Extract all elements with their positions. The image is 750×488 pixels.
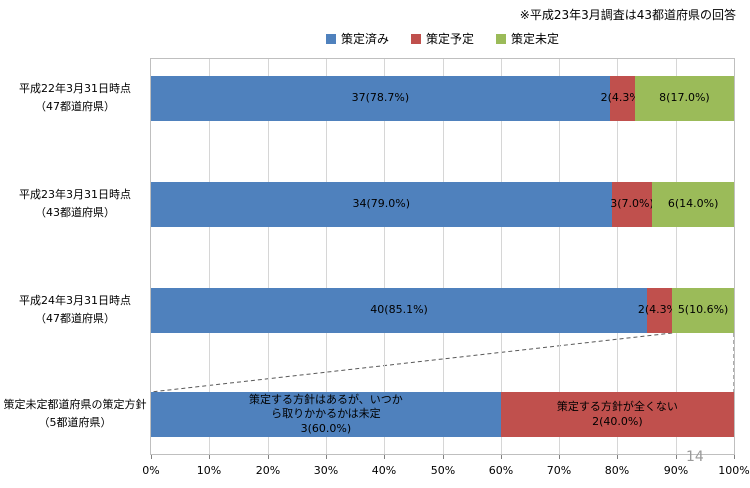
category-label-line: 策定未定都道府県の策定方針: [3, 398, 147, 412]
category-label-line: 平成23年3月31日時点: [19, 188, 131, 202]
axis-tick: [326, 455, 327, 459]
gridline: [326, 59, 327, 454]
x-axis-label: 60%: [488, 464, 514, 477]
gridline: [443, 59, 444, 454]
bar-row: 策定する方針はあるが、いつか ら取りかかるかは未定 3(60.0%) 策定する方針が全…: [151, 392, 734, 437]
category-label: 平成24年3月31日時点 （47都道府県）: [2, 287, 148, 332]
legend-item: 策定予定: [410, 30, 474, 47]
axis-tick: [559, 455, 560, 459]
axis-tick: [443, 455, 444, 459]
category-label: 平成23年3月31日時点 （43都道府県）: [2, 181, 148, 226]
bar-segment: 2(4.3%): [638, 288, 681, 333]
bar-segment: 5(10.6%): [672, 288, 734, 333]
segment-label: 37(78.7%): [351, 91, 410, 105]
axis-tick: [384, 455, 385, 459]
x-axis-label: 20%: [255, 464, 281, 477]
axis-tick: [676, 455, 677, 459]
gridline: [209, 59, 210, 454]
segment-label: 34(79.0%): [352, 197, 411, 211]
x-axis-label: 40%: [371, 464, 397, 477]
bar-segment: 40(85.1%): [151, 288, 648, 333]
segment-label: 3(7.0%): [610, 197, 654, 211]
axis-tick: [501, 455, 502, 459]
bar-segment: 3(7.0%): [610, 182, 654, 227]
page-number: 14: [686, 449, 704, 465]
bar-segment: 6(14.0%): [652, 182, 734, 227]
gridline: [268, 59, 269, 454]
legend-swatch-icon: [410, 33, 421, 44]
axis-tick: [209, 455, 210, 459]
chart-note: ※平成23年3月調査は43都道府県の回答: [519, 8, 736, 22]
category-label-line: （47都道府県）: [35, 99, 115, 113]
segment-label: 2(4.3%): [600, 91, 645, 105]
axis-tick: [151, 455, 152, 459]
x-axis-label: 50%: [430, 464, 456, 477]
bar-segment: 37(78.7%): [151, 76, 610, 121]
plot-area: 37(78.7%) 2(4.3%) 8(17.0%) 34(79.0%) 3(7.0%)…: [150, 58, 735, 455]
segment-label: 6(14.0%): [667, 197, 719, 211]
axis-tick: [734, 455, 735, 459]
bar-segment: 2(4.3%): [601, 76, 644, 121]
bar-segment: 策定する方針が全くない 2(40.0%): [500, 392, 734, 437]
axis-tick: [617, 455, 618, 459]
legend-swatch-icon: [325, 33, 336, 44]
legend-swatch-icon: [496, 33, 506, 44]
segment-label: 3(60.0%): [300, 421, 352, 435]
x-axis-label: 10%: [196, 464, 222, 477]
bar-segment: 8(17.0%): [634, 76, 734, 121]
segment-label: 40(85.1%): [370, 303, 428, 317]
legend-label: 策定済み: [340, 32, 389, 46]
bar-row: 37(78.7%) 2(4.3%) 8(17.0%): [151, 76, 734, 121]
category-label-line: 平成24年3月31日時点: [19, 294, 131, 308]
segment-label: 2(4.3%): [637, 303, 682, 317]
x-axis-label: 90%: [663, 464, 689, 477]
segment-label: 策定する方針が全くない: [556, 400, 678, 414]
x-axis-label: 100%: [718, 464, 750, 477]
category-label-line: （43都道府県）: [35, 205, 115, 219]
x-axis-label: 70%: [546, 464, 572, 477]
gridline: [384, 59, 385, 454]
axis-tick: [268, 455, 269, 459]
category-label: 平成22年3月31日時点 （47都道府県）: [2, 75, 148, 120]
bar-row: 34(79.0%) 3(7.0%) 6(14.0%): [151, 182, 734, 227]
gridline: [617, 59, 618, 454]
gridline: [559, 59, 560, 454]
category-label: 策定未定都道府県の策定方針 （5都道府県）: [2, 391, 148, 436]
segment-label: ら取りかかるかは未定: [271, 407, 381, 421]
bar-row: 40(85.1%) 2(4.3%) 5(10.6%): [151, 288, 734, 333]
gridline: [501, 59, 502, 454]
legend-item: 策定済み: [325, 30, 389, 47]
legend-label: 策定予定: [425, 32, 474, 46]
legend: 策定済み 策定予定 策定未定: [150, 30, 735, 47]
legend-item: 策定未定: [496, 30, 559, 47]
segment-label: 5(10.6%): [677, 303, 729, 317]
x-axis-label: 80%: [604, 464, 630, 477]
x-axis-label: 30%: [313, 464, 339, 477]
gridline: [676, 59, 677, 454]
bar-segment: 34(79.0%): [151, 182, 612, 227]
bar-segment: 策定する方針はあるが、いつか ら取りかかるかは未定 3(60.0%): [151, 392, 501, 437]
category-label-line: 平成22年3月31日時点: [19, 82, 131, 96]
category-label-line: （47都道府県）: [35, 311, 115, 325]
segment-label: 策定する方針はあるが、いつか: [249, 393, 403, 407]
x-axis-label: 0%: [142, 464, 160, 477]
segment-label: 8(17.0%): [659, 91, 710, 105]
category-label-line: （5都道府県）: [38, 415, 112, 429]
segment-label: 2(40.0%): [592, 414, 643, 428]
legend-label: 策定未定: [511, 32, 560, 46]
